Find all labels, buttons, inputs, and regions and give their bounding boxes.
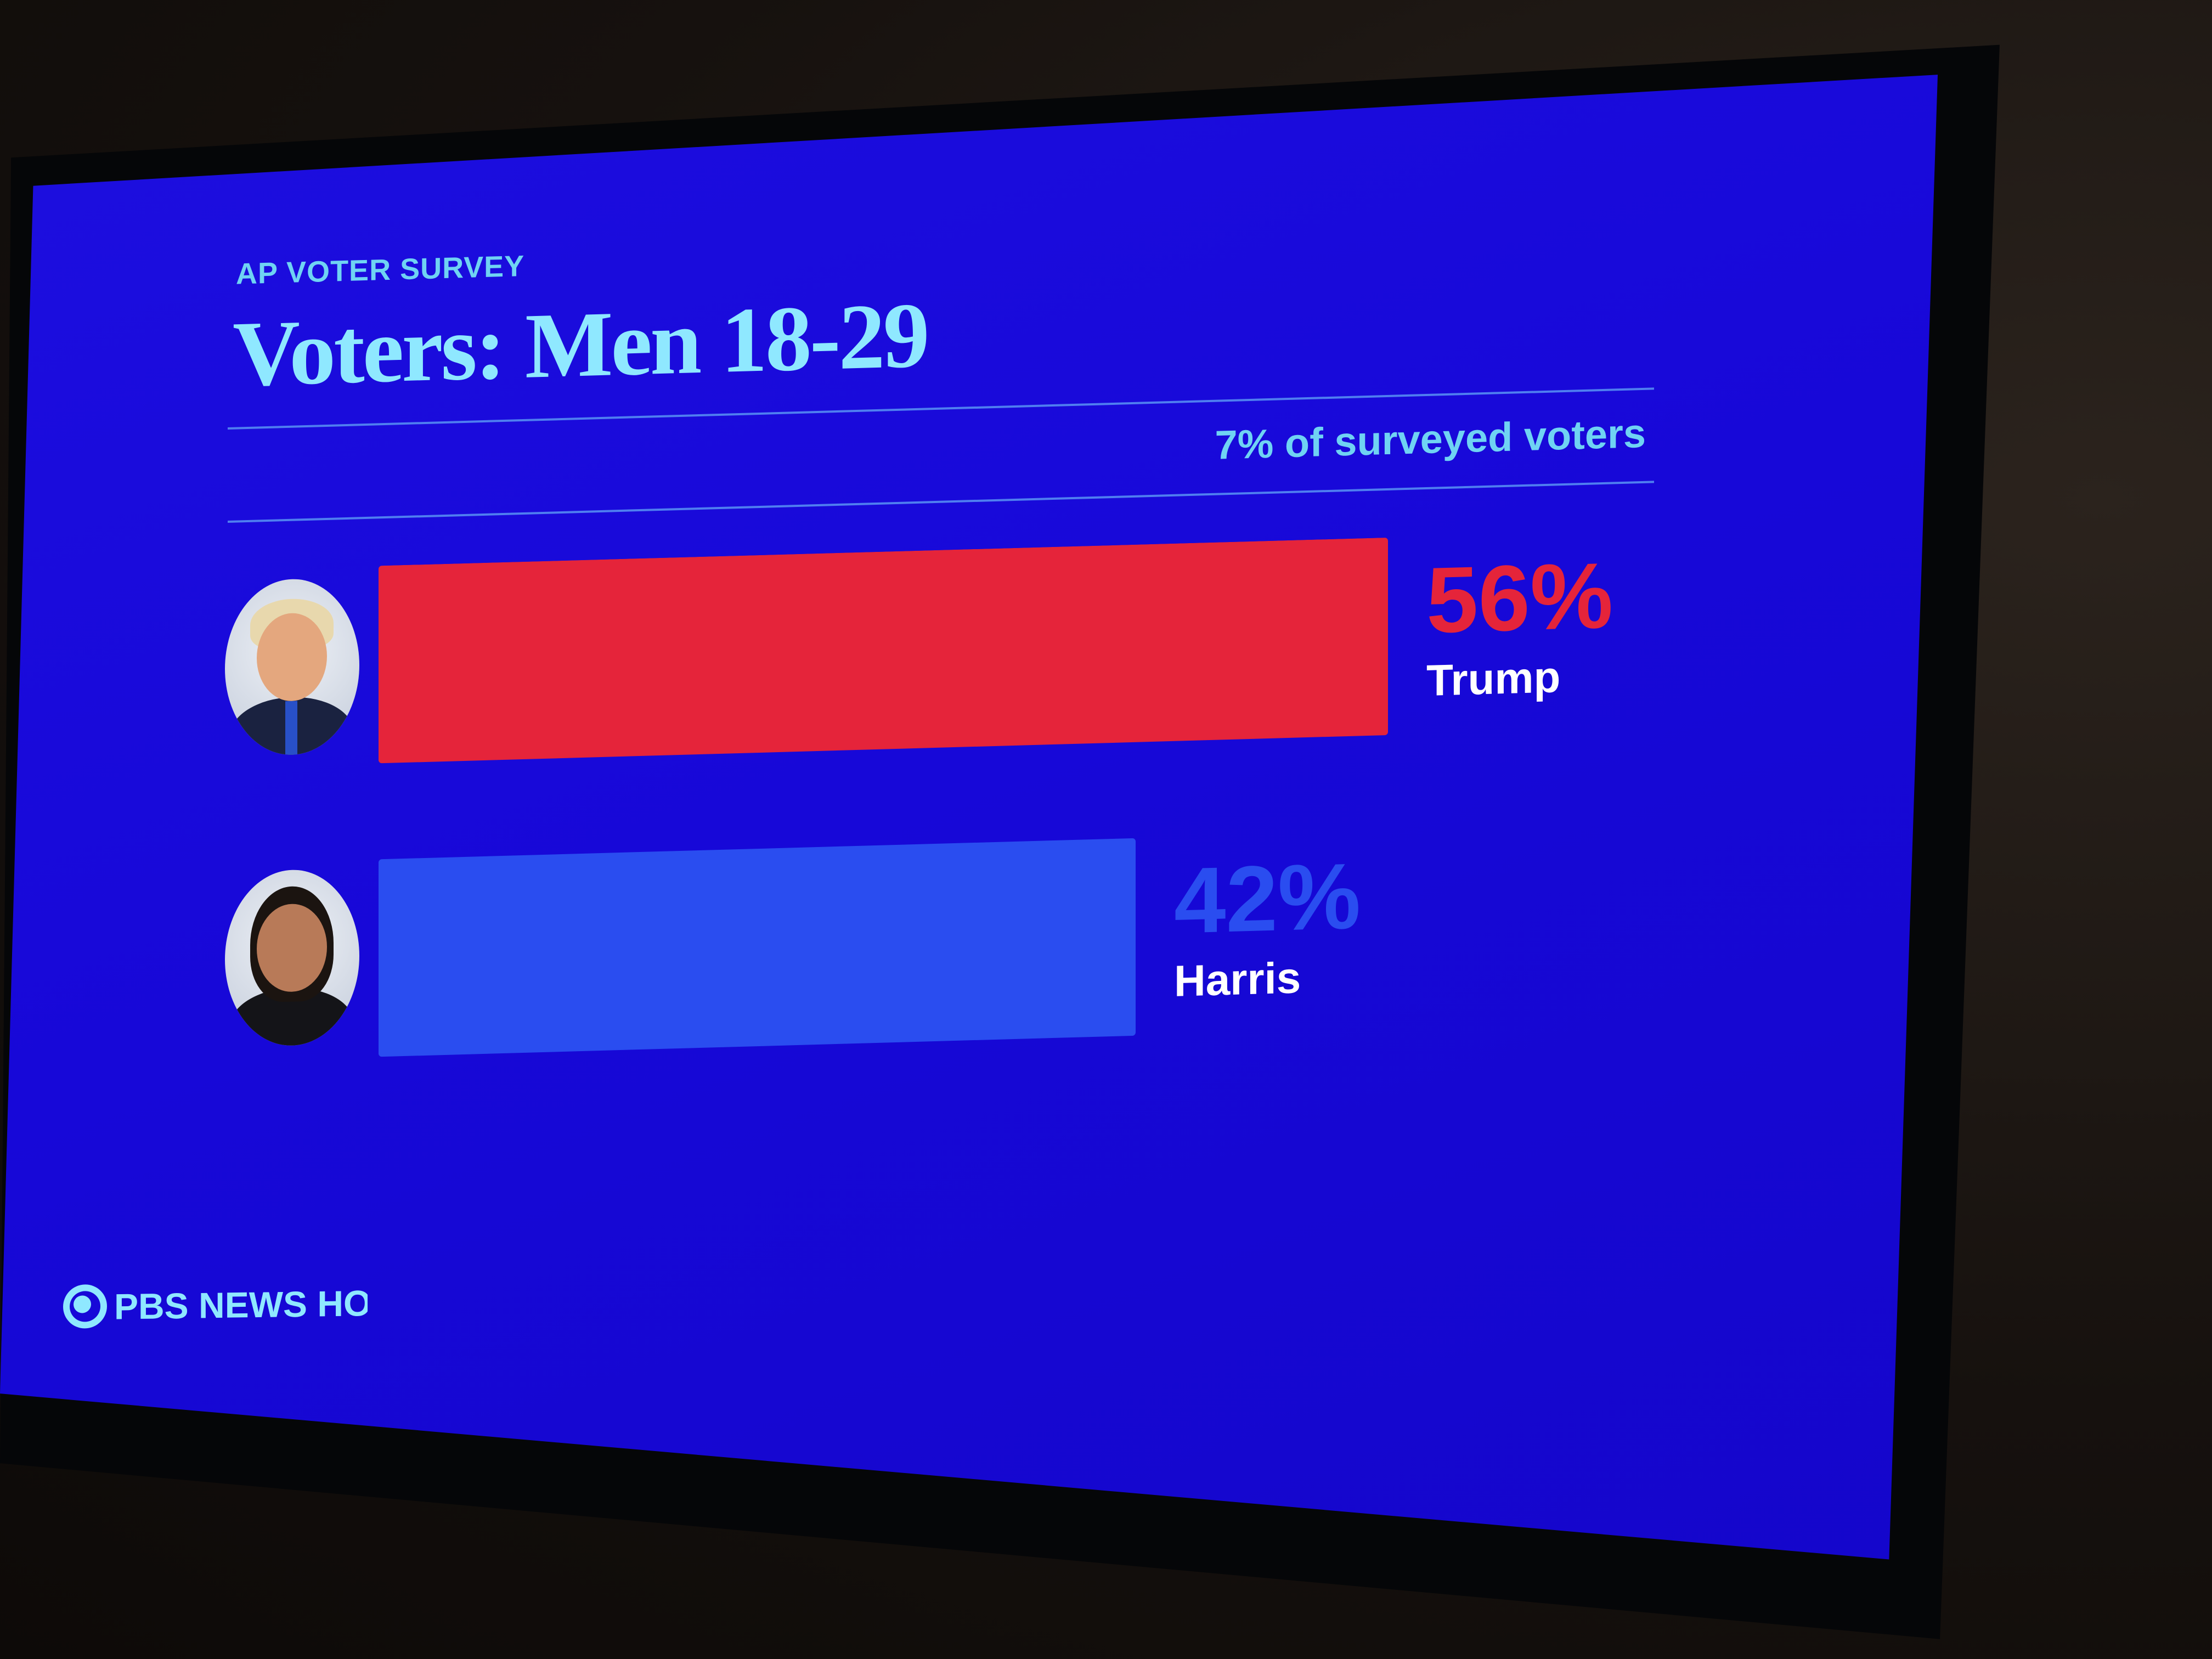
page-title: Voters: Men 18-29 — [233, 283, 928, 406]
bar-chart-svg: 56%Trump 42%Harris — [379, 538, 1613, 1057]
category-label-harris: Harris — [1174, 953, 1301, 1005]
brand-name: PBS NEWS HOUR — [114, 1282, 368, 1327]
bar-trump — [379, 538, 1388, 764]
pbs-news-hour-logo: PBS NEWS HOUR — [60, 1274, 424, 1341]
divider-bottom — [228, 481, 1654, 523]
bar-chart: 56% Trump 42% Harris — [208, 530, 1657, 1119]
value-label-harris: 42% — [1174, 844, 1361, 953]
bar-harris — [379, 838, 1136, 1057]
pbs-logo-svg: PBS NEWS HOUR — [63, 1282, 424, 1329]
category-label-trump: Trump — [1426, 652, 1560, 705]
sample-share-note: 7% of surveyed voters — [1215, 410, 1646, 468]
value-label-trump: 56% — [1426, 544, 1613, 653]
graphic-content: AP VOTER SURVEY Voters: Men 18-29 7% of … — [208, 201, 1657, 1339]
kicker-label: AP VOTER SURVEY — [236, 249, 525, 291]
